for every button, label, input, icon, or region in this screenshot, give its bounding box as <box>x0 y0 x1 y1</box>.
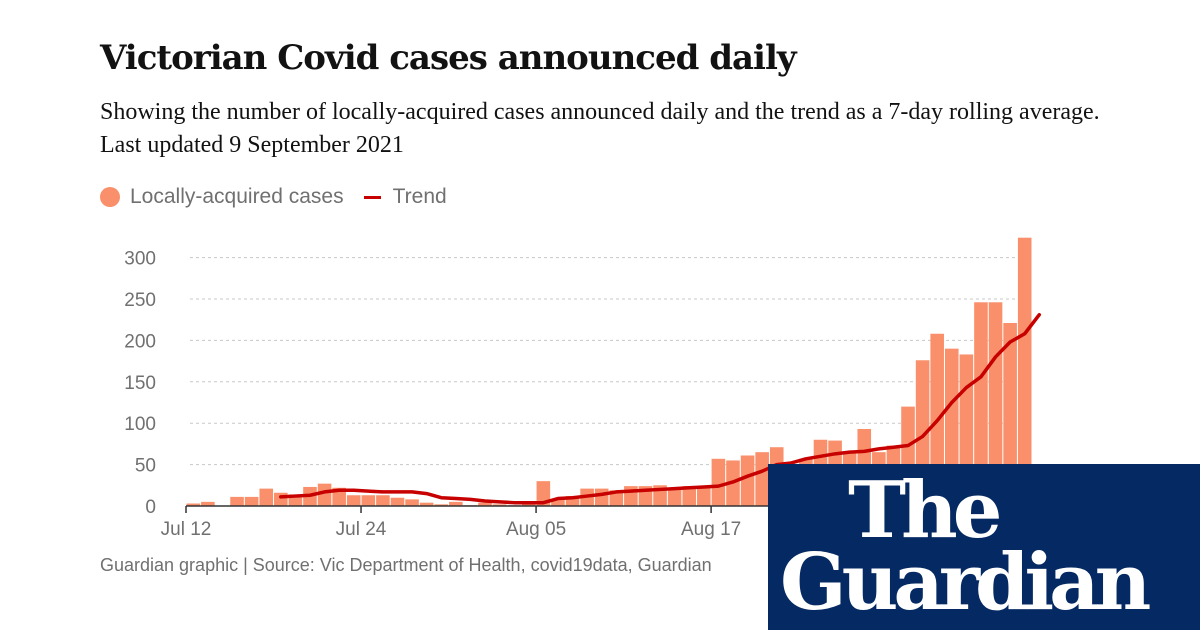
case-bar <box>667 487 682 506</box>
case-bar <box>594 488 609 506</box>
case-bar <box>361 495 376 506</box>
chart-legend: Locally-acquired cases Trend <box>100 184 447 210</box>
logo-line-guardian: Guardian <box>780 537 1151 628</box>
y-tick-label: 150 <box>124 373 156 394</box>
case-bar <box>974 302 988 506</box>
case-bar <box>565 496 580 506</box>
case-bar <box>711 458 726 506</box>
covid-cases-chart: 0 50 100 150 200 250 300 Jul 12 Jul 24 Aug 05 Aug… <box>124 237 1042 540</box>
case-bar <box>376 495 390 506</box>
case-bar <box>419 502 434 506</box>
case-bar <box>449 501 463 506</box>
gridlines: 0 50 100 150 200 250 300 <box>124 249 1030 518</box>
x-tick-label: Jul 12 <box>161 519 212 540</box>
case-bar <box>521 504 536 506</box>
chart-subtitle: Showing the number of locally-acquired c… <box>100 99 1100 158</box>
y-tick-label: 0 <box>145 497 156 518</box>
case-bar <box>201 501 215 506</box>
trend-line-layer <box>279 312 1042 505</box>
case-bar <box>536 481 551 506</box>
trend-line <box>279 312 1042 505</box>
legend-trend-swatch <box>363 195 381 199</box>
case-bar <box>1003 322 1017 506</box>
guardian-logo: The Guardian <box>768 464 1200 630</box>
chart-title: Victorian Covid cases announced daily <box>100 38 797 78</box>
logo-line-the: The <box>848 465 1002 556</box>
bars <box>186 237 1032 506</box>
x-tick-label: Aug 05 <box>506 519 566 540</box>
case-bar <box>405 499 419 506</box>
y-tick-label: 250 <box>124 290 156 311</box>
case-bar <box>346 495 361 506</box>
y-tick-label: 100 <box>124 414 156 435</box>
case-bar <box>274 492 288 506</box>
case-bar <box>390 497 405 506</box>
legend-cases-label: Locally-acquired cases <box>130 185 344 208</box>
case-bar <box>697 486 711 506</box>
case-bar <box>317 483 332 506</box>
case-bar <box>551 499 565 506</box>
y-tick-label: 200 <box>124 331 156 352</box>
y-tick-label: 300 <box>124 249 156 270</box>
case-bar <box>1017 237 1032 506</box>
case-bar <box>682 486 697 506</box>
case-bar <box>259 488 274 506</box>
legend-cases-swatch <box>100 187 120 207</box>
case-bar <box>288 494 303 506</box>
case-bar <box>434 504 449 506</box>
case-bar <box>230 496 244 506</box>
chart-source: Guardian graphic | Source: Vic Departmen… <box>100 555 712 575</box>
case-bar <box>755 452 769 506</box>
legend-trend-label: Trend <box>392 185 447 208</box>
x-tick-label: Aug 17 <box>681 519 741 540</box>
case-bar <box>478 502 492 506</box>
case-bar <box>740 455 755 506</box>
case-bar <box>244 496 259 506</box>
x-tick-label: Jul 24 <box>336 519 387 540</box>
case-bar <box>492 504 507 506</box>
case-bar <box>186 503 201 506</box>
y-tick-label: 50 <box>135 456 156 477</box>
